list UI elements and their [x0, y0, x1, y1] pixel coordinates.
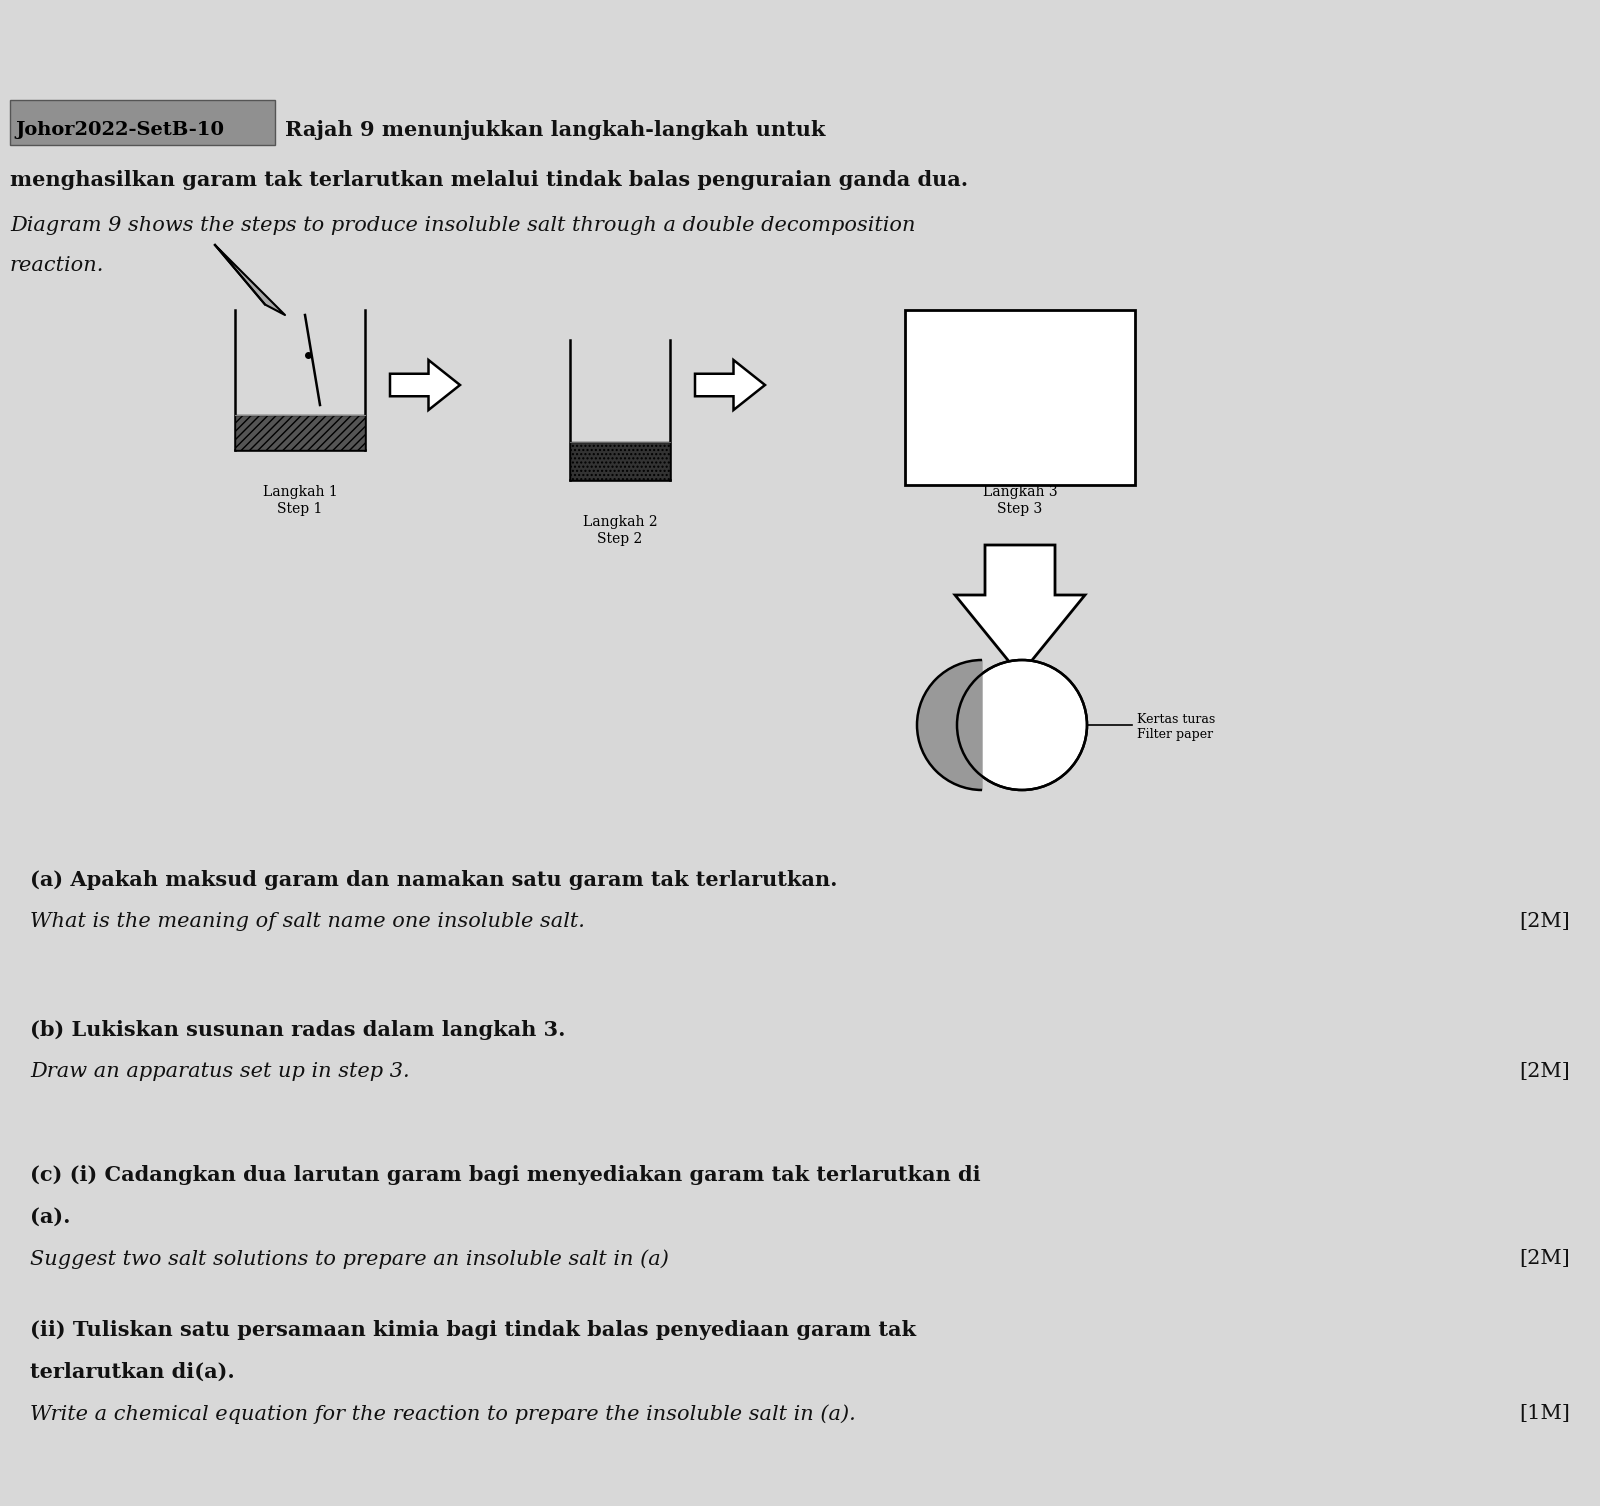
Polygon shape [570, 441, 670, 480]
Bar [906, 310, 1134, 485]
Text: Langkah 1
Step 1: Langkah 1 Step 1 [262, 485, 338, 517]
Polygon shape [694, 360, 765, 410]
Text: Write a chemical equation for the reaction to prepare the insoluble salt in (a).: Write a chemical equation for the reacti… [30, 1404, 856, 1423]
Polygon shape [214, 245, 285, 315]
Text: Rajah 9 menunjukkan langkah-langkah untuk: Rajah 9 menunjukkan langkah-langkah untu… [285, 120, 826, 140]
Text: [2M]: [2M] [1520, 1062, 1570, 1081]
Text: What is the meaning of salt name one insoluble salt.: What is the meaning of salt name one ins… [30, 913, 586, 931]
Text: (a) Apakah maksud garam dan namakan satu garam tak terlarutkan.: (a) Apakah maksud garam dan namakan satu… [30, 870, 837, 890]
Text: Langkah 3
Step 3: Langkah 3 Step 3 [982, 485, 1058, 517]
Text: (c) (i) Cadangkan dua larutan garam bagi menyediakan garam tak terlarutkan di: (c) (i) Cadangkan dua larutan garam bagi… [30, 1166, 981, 1185]
Text: Draw an apparatus set up in step 3.: Draw an apparatus set up in step 3. [30, 1062, 410, 1081]
Text: Langkah 2
Step 2: Langkah 2 Step 2 [582, 515, 658, 547]
Text: [1M]: [1M] [1518, 1404, 1570, 1423]
Text: Johor2022-SetB-10: Johor2022-SetB-10 [14, 120, 224, 139]
Text: (b) Lukiskan susunan radas dalam langkah 3.: (b) Lukiskan susunan radas dalam langkah… [30, 1020, 565, 1041]
FancyBboxPatch shape [10, 99, 275, 145]
Text: [2M]: [2M] [1520, 1248, 1570, 1268]
Text: reaction.: reaction. [10, 256, 104, 274]
Text: Kertas turas
Filter paper: Kertas turas Filter paper [1138, 712, 1216, 741]
Polygon shape [235, 416, 365, 450]
Text: [2M]: [2M] [1520, 913, 1570, 931]
Polygon shape [917, 660, 982, 791]
Polygon shape [390, 360, 461, 410]
Text: Diagram 9 shows the steps to produce insoluble salt through a double decompositi: Diagram 9 shows the steps to produce ins… [10, 215, 915, 235]
Circle shape [957, 660, 1086, 791]
Text: Suggest two salt solutions to prepare an insoluble salt in (a): Suggest two salt solutions to prepare an… [30, 1248, 669, 1268]
Text: (a).: (a). [30, 1206, 70, 1227]
Text: terlarutkan di(a).: terlarutkan di(a). [30, 1361, 235, 1383]
Polygon shape [955, 545, 1085, 675]
Text: menghasilkan garam tak terlarutkan melalui tindak balas penguraian ganda dua.: menghasilkan garam tak terlarutkan melal… [10, 170, 968, 190]
Text: (ii) Tuliskan satu persamaan kimia bagi tindak balas penyediaan garam tak: (ii) Tuliskan satu persamaan kimia bagi … [30, 1319, 915, 1340]
